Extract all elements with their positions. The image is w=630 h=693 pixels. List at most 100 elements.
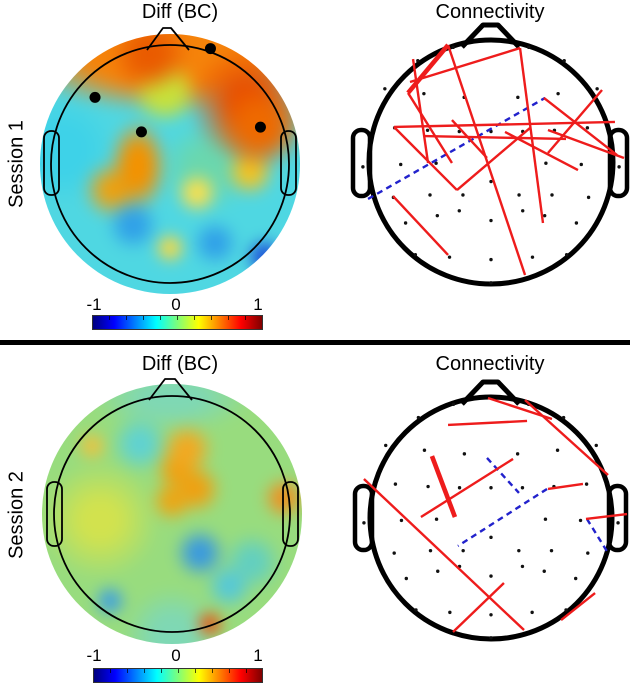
topo-head-overlay-session1 [43, 27, 297, 284]
electrode-dot [434, 161, 438, 165]
electrode-dot [516, 95, 520, 100]
electrode-dot [617, 165, 621, 169]
connection-line-red [407, 92, 453, 164]
electrode-dot [489, 535, 493, 540]
electrode-dot [426, 484, 430, 489]
connection-line-red [420, 457, 514, 519]
electrode-dot [521, 209, 525, 213]
electrode-dot [451, 45, 455, 50]
electrode-dot [489, 281, 493, 285]
connection-line-red [409, 46, 521, 84]
marked-electrode-dot [254, 121, 266, 133]
electrode-dot [595, 87, 599, 91]
electrode-dot [383, 87, 387, 91]
electrode-dot [517, 548, 521, 553]
nose-icon [460, 22, 521, 49]
electrode-dot [416, 59, 420, 63]
head-circle [50, 44, 290, 284]
nose-icon [148, 378, 193, 401]
colorbar2-tick-min: -1 [86, 646, 102, 665]
electrode-dot [549, 548, 554, 553]
connection-line-red [411, 58, 430, 164]
colorbar-ticks [94, 669, 262, 673]
connection-line-red [423, 134, 567, 141]
colorbar1-tick-max: 1 [253, 295, 263, 314]
electrode-dot [462, 452, 467, 456]
connection-line-red [547, 89, 603, 154]
electrode-dot [561, 415, 566, 420]
electrode-dot [489, 486, 493, 490]
right-ear-icon [282, 481, 299, 547]
electrode-dot [392, 551, 396, 555]
colorbar1-tick-zero: 0 [171, 295, 181, 314]
electrode-dot [542, 569, 546, 573]
left-ear-icon [352, 483, 375, 553]
electrode-dot [362, 521, 366, 525]
title-session2-connectivity: Connectivity [435, 353, 545, 375]
electrode-dot [428, 193, 432, 197]
electrode-dot [550, 193, 554, 197]
connection-line-red [560, 592, 596, 621]
electrode-dot [564, 253, 569, 257]
connection-line-blue [457, 487, 548, 547]
marked-electrode-dot [135, 126, 147, 138]
electrode-dot [585, 126, 590, 130]
electrode-dot [413, 253, 418, 257]
nose-icon [146, 27, 190, 51]
electrode-dot [422, 448, 427, 452]
electrode-dot [425, 128, 430, 132]
left-ear-icon [350, 127, 373, 199]
electrode-dot [527, 45, 531, 50]
electrode-dot [384, 443, 388, 448]
electrode-dot [515, 452, 520, 456]
right-ear-icon [280, 130, 297, 196]
electrode-dot [530, 610, 534, 615]
electrode-dot [520, 486, 525, 490]
marked-electrode-dot [204, 43, 216, 55]
electrode-dot [361, 165, 365, 169]
electrode-dot [489, 613, 493, 617]
connection-line-red [392, 195, 449, 256]
electrode-dot [562, 59, 566, 63]
connection-line-red [543, 97, 618, 156]
connection-line-blue [585, 518, 610, 554]
electrode-dot [416, 415, 421, 420]
electrode-dot [457, 486, 462, 490]
connection-line-red [446, 44, 527, 276]
colorbar-ticks [93, 316, 262, 320]
right-ear-icon [607, 127, 630, 199]
electrode-dot [403, 221, 408, 225]
electrode-dot [399, 518, 404, 523]
electrode-dot [422, 91, 426, 96]
electrode-dot [399, 162, 403, 167]
topomap-session2 [42, 384, 302, 644]
head-circle [53, 395, 291, 633]
electrode-dot [542, 213, 547, 218]
connection-line-blue [367, 96, 546, 201]
connection-line-red [452, 582, 505, 633]
electrode-dot [586, 551, 590, 555]
electrode-dot [584, 482, 589, 486]
electrode-dot [544, 161, 548, 165]
topomap-session1-field [40, 34, 300, 294]
electrode-dot [457, 209, 461, 213]
connection-line-red [429, 455, 458, 518]
connection-line-red [451, 119, 488, 159]
electrode-dot [489, 574, 493, 578]
electrode-dot [448, 610, 452, 615]
connectivity-plot-session2 [352, 379, 629, 642]
colorbar1-tick-min: -1 [86, 295, 102, 314]
electrode-dot [451, 402, 456, 406]
electrode-dot [414, 608, 418, 612]
connection-line-red [524, 399, 609, 476]
connection-line-red [406, 43, 450, 95]
electrode-dot [461, 548, 465, 553]
electrode-dot [436, 569, 440, 573]
colorbar2-tick-zero: 0 [171, 646, 181, 665]
right-ear-icon [606, 483, 629, 553]
connection-line-red [518, 47, 545, 224]
connection-line-red [393, 126, 458, 191]
electrode-dot [579, 162, 583, 167]
connection-line-red [547, 128, 625, 160]
electrode-dot [461, 193, 465, 197]
